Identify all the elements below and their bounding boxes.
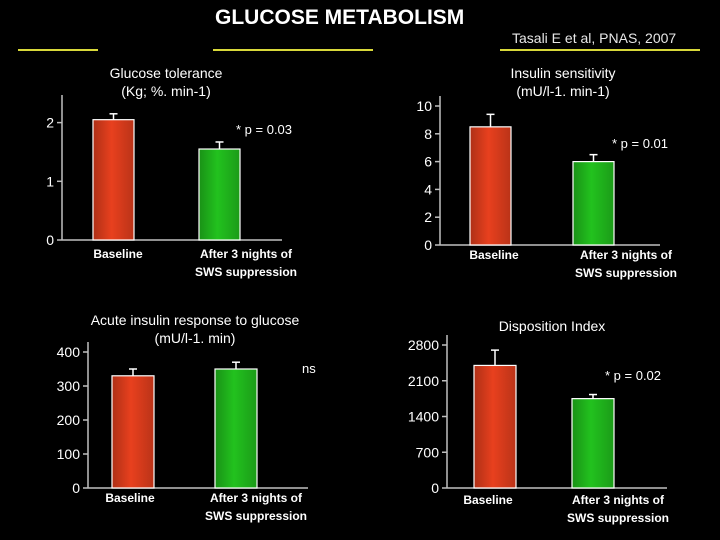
chart3-ytick-label: 0 (72, 480, 80, 496)
chart2-significance: * p = 0.01 (612, 136, 668, 151)
chart4-ytick-label: 2800 (408, 337, 439, 353)
chart2-ytick-label: 2 (424, 209, 432, 225)
title-rule-mid (213, 49, 373, 51)
chart1-ytick-label: 1 (46, 173, 54, 189)
chart3-bar-baseline (111, 375, 155, 489)
chart2-ytick-label: 0 (424, 237, 432, 253)
chart1-category-label: After 3 nights of SWS suppression (195, 247, 297, 279)
chart4-category-label: Baseline (463, 493, 513, 507)
chart1-significance: * p = 0.03 (236, 122, 292, 137)
slide-title: GLUCOSE METABOLISM (215, 6, 465, 29)
chart4-category-label: After 3 nights of SWS suppression (567, 493, 669, 525)
chart2-bar-baseline (469, 126, 512, 246)
chart4-significance: * p = 0.02 (605, 368, 661, 383)
title-rule-right (500, 49, 700, 51)
chart2-category-label: After 3 nights of SWS suppression (575, 248, 677, 280)
chart2-bar-suppression (572, 161, 615, 246)
title-rule-left (18, 49, 98, 51)
chart3-ytick-label: 200 (57, 412, 81, 428)
chart4-title: Disposition Index (499, 318, 606, 334)
chart4-bar-suppression (571, 398, 615, 489)
chart2-ytick-label: 4 (424, 181, 432, 197)
chart4-bar-baseline (473, 364, 517, 489)
chart2-title: Insulin sensitivity (mU/l-1. min-1) (510, 65, 615, 99)
citation: Tasali E et al, PNAS, 2007 (512, 30, 677, 46)
chart3-ytick-label: 100 (57, 446, 81, 462)
chart4-ytick-label: 0 (431, 480, 439, 496)
chart2-ytick-label: 6 (424, 154, 432, 170)
chart3-category-label: After 3 nights of SWS suppression (205, 491, 307, 523)
chart3-ytick-label: 400 (57, 344, 81, 360)
chart3-title: Acute insulin response to glucose (mU/l-1… (91, 312, 300, 346)
chart1-ytick-label: 2 (46, 115, 54, 131)
chart4-ytick-label: 700 (416, 444, 440, 460)
chart4-ytick-label: 1400 (408, 409, 439, 425)
chart2-ytick-label: 10 (416, 98, 432, 114)
chart4-ytick-label: 2100 (408, 373, 439, 389)
chart1-bar-baseline (92, 119, 135, 241)
chart2-ytick-label: 8 (424, 126, 432, 142)
chart1-bar-suppression (198, 148, 241, 241)
chart3-significance: ns (302, 361, 316, 376)
chart3-bar-suppression (214, 368, 258, 489)
chart2-category-label: Baseline (469, 248, 519, 262)
chart1-ytick-label: 0 (46, 232, 54, 248)
chart1-title: Glucose tolerance (Kg; %. min-1) (110, 65, 223, 99)
chart1-category-label: Baseline (93, 247, 143, 261)
chart3-ytick-label: 300 (57, 378, 81, 394)
chart3-category-label: Baseline (105, 491, 155, 505)
